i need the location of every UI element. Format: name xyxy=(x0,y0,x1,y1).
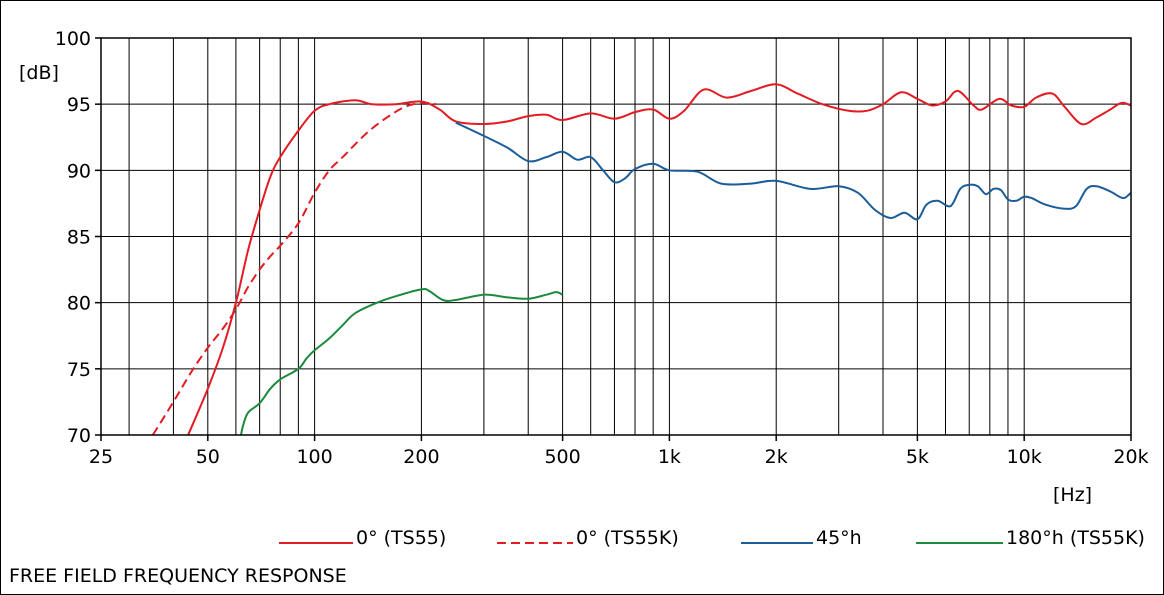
x-tick-label: 5k xyxy=(906,446,929,468)
x-tick-label: 10k xyxy=(1007,446,1042,468)
series-line-180-h-ts55k xyxy=(239,288,564,435)
legend-label-0-ts55k: 0° (TS55K) xyxy=(576,527,679,549)
y-tick-label: 70 xyxy=(67,425,91,447)
series-line-0-ts55 xyxy=(187,83,1131,435)
y-axis-unit: [dB] xyxy=(19,62,59,84)
x-tick-labels: 25 50 100 200 500 1k 2k 5k 10k 20k xyxy=(89,446,1149,468)
y-tick-label: 80 xyxy=(67,293,91,315)
x-tick-label: 100 xyxy=(296,446,332,468)
legend: 0° (TS55) 0° (TS55K) 45°h 180°h (TS55K) xyxy=(279,527,1145,549)
x-axis-unit: [Hz] xyxy=(1053,484,1092,506)
legend-label-0-ts55: 0° (TS55) xyxy=(356,527,446,549)
legend-label-180-h-ts55k: 180°h (TS55K) xyxy=(1006,527,1145,549)
series-line-45-h xyxy=(455,121,1131,221)
x-tick-label: 1k xyxy=(658,446,681,468)
grid-lines xyxy=(101,37,1132,436)
plot-border xyxy=(95,37,1132,441)
x-tick-label: 50 xyxy=(196,446,220,468)
legend-label-45-h: 45°h xyxy=(816,527,862,549)
y-tick-label: 100 xyxy=(55,28,91,50)
x-tick-label: 200 xyxy=(403,446,439,468)
data-curves xyxy=(151,83,1131,435)
series-line-0-ts55k xyxy=(151,101,437,435)
y-tick-label: 95 xyxy=(67,94,91,116)
y-tick-label: 90 xyxy=(67,160,91,182)
x-tick-label: 500 xyxy=(544,446,580,468)
chart-caption: FREE FIELD FREQUENCY RESPONSE xyxy=(9,565,347,587)
frequency-response-chart: 25 50 100 200 500 1k 2k 5k 10k 20k 70 75 80 85 90 95 10… xyxy=(19,28,1149,549)
y-tick-label: 85 xyxy=(67,227,91,249)
y-tick-label: 75 xyxy=(67,359,91,381)
x-tick-label: 25 xyxy=(89,446,113,468)
x-tick-label: 2k xyxy=(765,446,788,468)
y-tick-labels: 70 75 80 85 90 95 100 xyxy=(55,28,91,447)
x-tick-label: 20k xyxy=(1113,446,1148,468)
